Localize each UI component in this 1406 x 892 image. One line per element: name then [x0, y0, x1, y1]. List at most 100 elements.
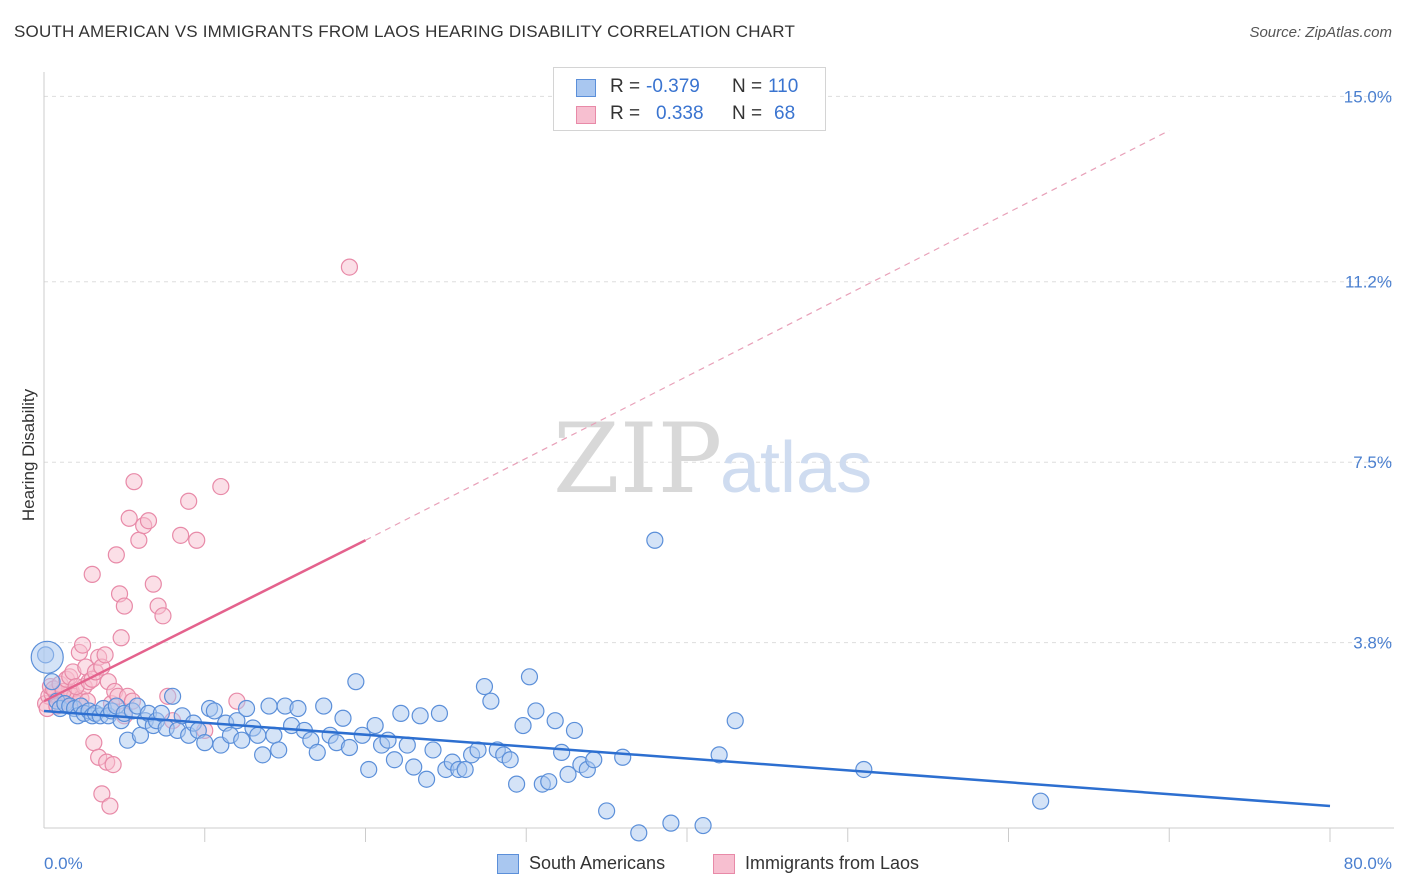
south-american-point: [475, 677, 494, 696]
south-american-point: [553, 743, 571, 762]
south-american-point: [646, 531, 664, 549]
legend-n-value: 110: [768, 76, 799, 97]
laos-point: [101, 797, 119, 815]
south-american-point: [265, 726, 283, 744]
legend-r-label: R =: [610, 76, 641, 97]
south-american-point: [598, 802, 616, 820]
south-american-point: [482, 692, 500, 710]
south-american-point: [398, 736, 416, 754]
laos-point: [107, 546, 125, 564]
laos-point: [180, 492, 198, 510]
laos-point: [172, 526, 190, 544]
south-american-point: [308, 743, 326, 762]
south-american-point: [30, 640, 64, 674]
south-american-point: [233, 731, 251, 749]
south-american-point: [405, 758, 423, 776]
south-american-point: [540, 773, 558, 791]
laos-point: [125, 473, 143, 491]
y-tick-label: 15.0%: [1344, 87, 1392, 106]
laos-trend-extension: [365, 129, 1170, 541]
chart-title: SOUTH AMERICAN VS IMMIGRANTS FROM LAOS H…: [14, 22, 796, 41]
x-ticks: [204, 828, 1331, 842]
laos-point: [96, 646, 114, 664]
laos-point: [144, 575, 162, 593]
south-american-points: [30, 531, 1050, 842]
y-tick-label: 7.5%: [1353, 453, 1392, 472]
legend-swatch-blue: [576, 79, 596, 97]
legend: R = -0.379 N = 110 R = 0.338 N = 68: [553, 67, 826, 131]
south-american-point: [334, 709, 352, 727]
south-american-point: [559, 765, 577, 783]
y-tick-label: 3.8%: [1353, 634, 1392, 653]
south-american-point: [315, 697, 333, 715]
south-american-point: [270, 741, 288, 759]
y-tick-labels: 3.8% 7.5% 11.2% 15.0%: [1344, 87, 1392, 652]
south-american-point: [662, 814, 680, 832]
watermark-atlas: atlas: [720, 428, 872, 508]
legend-swatch-pink: [576, 106, 596, 124]
y-axis-title: Hearing Disability: [19, 388, 38, 521]
south-american-point: [456, 760, 474, 779]
legend-n-label: N =: [732, 76, 763, 97]
south-american-point: [237, 699, 256, 718]
south-american-point: [360, 760, 378, 779]
x-tick-label-min: 0.0%: [44, 854, 83, 873]
laos-point: [93, 785, 111, 803]
south-american-point: [392, 704, 410, 722]
laos-point: [112, 629, 130, 647]
south-american-point: [614, 748, 632, 766]
source-label: Source: ZipAtlas.com: [1249, 24, 1392, 41]
bottom-legend-swatch-blue: [497, 854, 519, 874]
south-american-point: [289, 699, 307, 718]
south-american-point: [585, 751, 603, 769]
laos-trend-line: [43, 539, 367, 703]
south-american-point: [546, 712, 564, 730]
south-american-point: [347, 673, 365, 691]
south-american-point: [196, 734, 214, 752]
watermark-zip: ZIP: [553, 403, 722, 515]
grid-lines: [44, 95, 1394, 644]
laos-point: [115, 597, 133, 615]
laos-point: [120, 509, 138, 527]
south-american-point: [164, 687, 182, 705]
south-american-point: [694, 816, 712, 835]
laos-point: [154, 607, 172, 625]
legend-r-label: R =: [610, 103, 641, 124]
legend-r-value: -0.379: [646, 76, 700, 97]
south-american-point: [501, 751, 519, 769]
south-american-point: [379, 731, 397, 749]
south-american-point: [430, 704, 449, 722]
south-american-point: [254, 746, 272, 764]
legend-n-value: 68: [774, 103, 796, 124]
south-american-point: [565, 721, 584, 740]
south-american-point: [710, 746, 728, 764]
south-american-point: [417, 770, 436, 788]
south-american-point: [424, 741, 442, 759]
south-american-point: [514, 716, 532, 735]
legend-n-label: N =: [732, 103, 763, 124]
laos-point: [85, 734, 103, 752]
south-american-point: [366, 716, 384, 735]
bottom-legend-label: Immigrants from Laos: [745, 853, 920, 873]
laos-point: [212, 477, 230, 496]
laos-point: [139, 512, 158, 530]
south-american-point: [1032, 792, 1050, 810]
laos-point: [73, 636, 92, 654]
south-american-point: [249, 726, 267, 744]
y-tick-label: 11.2%: [1345, 273, 1392, 292]
laos-point: [83, 565, 101, 583]
south-american-point: [260, 697, 278, 715]
south-american-point: [508, 775, 526, 793]
laos-point: [188, 531, 206, 549]
south-american-point: [726, 712, 744, 730]
south-american-point: [630, 824, 648, 842]
laos-point: [104, 755, 122, 774]
laos-point: [130, 531, 148, 549]
south-american-trend-line: [43, 709, 1331, 808]
south-american-point: [411, 707, 429, 725]
south-american-point: [520, 668, 539, 686]
south-american-point: [43, 673, 61, 691]
south-american-point: [340, 738, 359, 757]
x-tick-label-max: 80.0%: [1344, 854, 1392, 873]
